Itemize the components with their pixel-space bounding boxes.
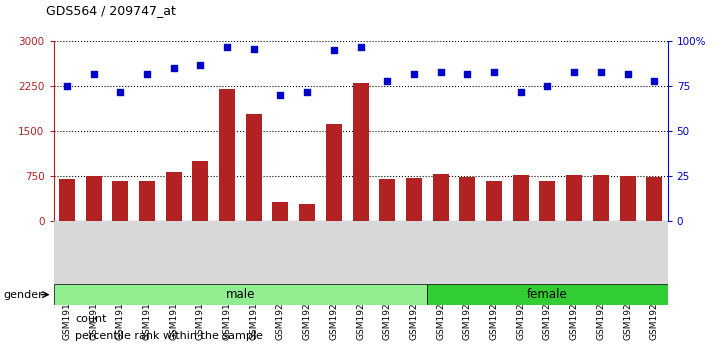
Bar <box>192 161 208 221</box>
Bar <box>59 179 75 221</box>
Bar <box>513 175 529 221</box>
Bar <box>299 204 315 221</box>
Point <box>301 89 313 95</box>
Point <box>381 78 393 83</box>
Bar <box>427 284 668 305</box>
Bar <box>112 181 129 221</box>
Bar <box>593 175 609 221</box>
Bar <box>139 181 155 221</box>
Point <box>195 62 206 68</box>
Bar <box>54 284 427 305</box>
Text: percentile rank within the sample: percentile rank within the sample <box>75 332 263 341</box>
Text: male: male <box>226 288 255 301</box>
Text: GDS564 / 209747_at: GDS564 / 209747_at <box>46 4 176 17</box>
Text: female: female <box>527 288 568 301</box>
Point <box>114 89 126 95</box>
Point <box>515 89 526 95</box>
Point <box>221 44 233 50</box>
Bar <box>486 181 502 221</box>
Point <box>328 48 340 53</box>
Bar <box>433 174 448 221</box>
Point <box>61 83 73 89</box>
Point <box>462 71 473 77</box>
Bar <box>566 175 582 221</box>
Bar <box>353 83 368 221</box>
Bar <box>273 202 288 221</box>
Bar <box>459 177 476 221</box>
Point <box>648 78 660 83</box>
Bar <box>166 172 181 221</box>
Bar <box>219 89 235 221</box>
Bar <box>86 176 101 221</box>
Point <box>542 83 553 89</box>
Text: gender: gender <box>4 290 44 299</box>
Point <box>595 69 607 75</box>
Bar <box>246 114 262 221</box>
Bar <box>620 176 635 221</box>
Point <box>355 44 366 50</box>
Point <box>141 71 153 77</box>
Bar <box>379 179 396 221</box>
Bar <box>646 177 663 221</box>
Text: count: count <box>75 314 106 324</box>
Point <box>488 69 500 75</box>
Point <box>248 46 259 51</box>
Bar <box>406 178 422 221</box>
Point <box>168 66 179 71</box>
Point <box>88 71 99 77</box>
Point <box>435 69 446 75</box>
Point <box>275 92 286 98</box>
Point <box>408 71 420 77</box>
Bar <box>326 124 342 221</box>
Bar <box>540 181 555 221</box>
Point <box>622 71 633 77</box>
Point <box>568 69 580 75</box>
